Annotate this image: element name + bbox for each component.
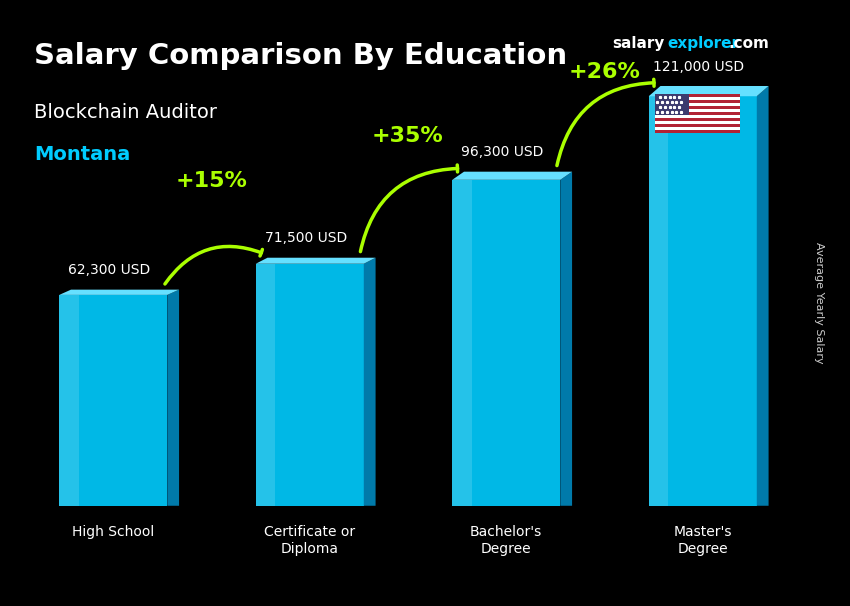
Polygon shape [60, 295, 167, 506]
Bar [654, 100, 740, 103]
Bar [654, 115, 740, 118]
Text: +15%: +15% [176, 171, 247, 191]
Text: 62,300 USD: 62,300 USD [68, 264, 150, 278]
Bar [654, 112, 740, 115]
Bar [654, 106, 740, 109]
Polygon shape [256, 258, 376, 264]
Text: Certificate or
Diploma: Certificate or Diploma [264, 525, 355, 556]
Text: 71,500 USD: 71,500 USD [264, 231, 347, 245]
Text: Bachelor's
Degree: Bachelor's Degree [470, 525, 542, 556]
Text: 96,300 USD: 96,300 USD [462, 145, 543, 159]
Text: .com: .com [728, 36, 769, 52]
Bar [654, 109, 740, 112]
Polygon shape [60, 295, 79, 506]
Bar [654, 124, 740, 127]
Polygon shape [560, 171, 572, 506]
Polygon shape [649, 96, 756, 506]
Text: High School: High School [72, 525, 155, 539]
Bar [654, 97, 740, 100]
Bar [654, 103, 740, 106]
Polygon shape [649, 86, 768, 96]
Polygon shape [256, 264, 275, 506]
Polygon shape [452, 180, 472, 506]
Text: Salary Comparison By Education: Salary Comparison By Education [34, 42, 567, 70]
Text: Montana: Montana [34, 145, 130, 164]
Polygon shape [756, 86, 768, 506]
Bar [654, 94, 688, 115]
Text: Blockchain Auditor: Blockchain Auditor [34, 103, 217, 122]
Polygon shape [364, 258, 376, 506]
Polygon shape [649, 96, 668, 506]
Text: Average Yearly Salary: Average Yearly Salary [814, 242, 824, 364]
Polygon shape [256, 264, 364, 506]
Text: 121,000 USD: 121,000 USD [654, 60, 745, 74]
Bar [654, 130, 740, 133]
Text: salary: salary [612, 36, 665, 52]
Bar [654, 127, 740, 130]
Polygon shape [60, 290, 179, 295]
Bar [654, 118, 740, 121]
Bar [654, 121, 740, 124]
Bar [654, 94, 740, 97]
Polygon shape [452, 180, 560, 506]
Text: Master's
Degree: Master's Degree [673, 525, 732, 556]
Text: +35%: +35% [372, 125, 444, 145]
Text: +26%: +26% [569, 62, 640, 82]
Polygon shape [452, 171, 572, 180]
Text: explorer: explorer [667, 36, 740, 52]
Polygon shape [167, 290, 179, 506]
